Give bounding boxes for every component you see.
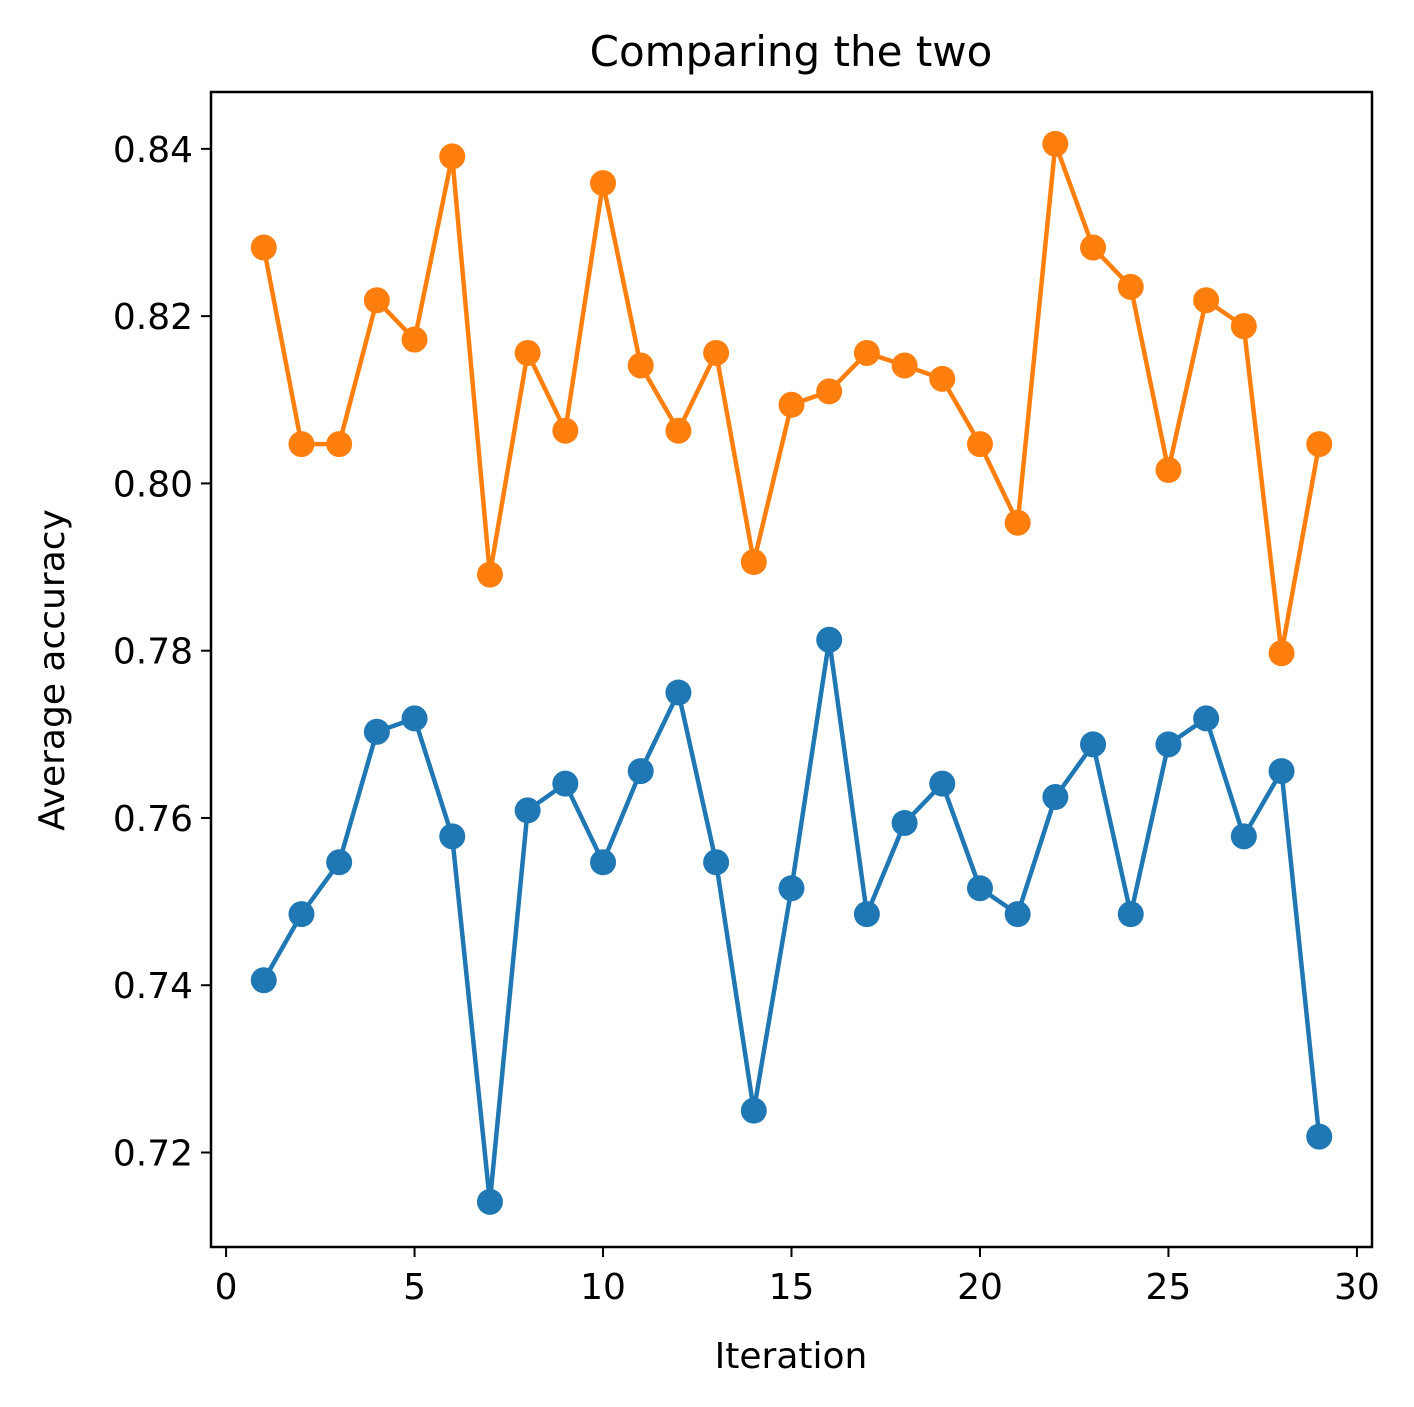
data-point	[1080, 234, 1107, 261]
data-point	[966, 875, 993, 902]
data-point	[853, 901, 880, 928]
data-point	[665, 417, 692, 444]
data-point	[1004, 509, 1031, 536]
y-tick-label: 0.72	[113, 1133, 193, 1174]
x-axis-label: Iteration	[715, 1336, 868, 1377]
x-tick-label: 25	[1146, 1267, 1192, 1308]
y-tick-label: 0.78	[113, 632, 193, 673]
data-point	[476, 1188, 503, 1215]
x-tick-label: 15	[769, 1267, 815, 1308]
data-point	[891, 352, 918, 379]
data-point	[1268, 640, 1295, 667]
y-tick-label: 0.76	[113, 799, 193, 840]
data-point	[514, 797, 541, 824]
data-point	[363, 287, 390, 314]
data-point	[552, 417, 579, 444]
data-point	[929, 365, 956, 392]
data-point	[1268, 758, 1295, 785]
data-point	[740, 1097, 767, 1124]
y-axis: 0.72 0.74 0.76 0.78 0.80 0.82 0.84	[113, 130, 211, 1174]
data-point	[816, 378, 843, 405]
data-point	[1155, 457, 1182, 484]
data-point	[401, 705, 428, 732]
data-point	[1117, 273, 1144, 300]
data-point	[476, 561, 503, 588]
data-point	[1230, 313, 1257, 340]
x-tick-label: 20	[957, 1267, 1003, 1308]
data-point	[250, 234, 277, 261]
data-point	[590, 170, 617, 197]
data-point	[1306, 1123, 1333, 1150]
data-point	[853, 339, 880, 366]
data-point	[891, 809, 918, 836]
data-point	[1193, 287, 1220, 314]
data-point	[929, 770, 956, 797]
chart-title: Comparing the two	[590, 27, 993, 76]
data-point	[590, 849, 617, 876]
series-layer	[250, 130, 1333, 1215]
data-point	[1306, 431, 1333, 458]
data-point	[288, 901, 315, 928]
data-point	[1004, 901, 1031, 928]
y-tick-label: 0.74	[113, 966, 193, 1007]
x-tick-label: 0	[215, 1267, 238, 1308]
x-tick-label: 5	[403, 1267, 426, 1308]
data-point	[250, 967, 277, 994]
data-point	[288, 431, 315, 458]
data-point	[627, 352, 654, 379]
data-point	[1117, 901, 1144, 928]
data-point	[665, 679, 692, 706]
data-point	[778, 391, 805, 418]
data-point	[1080, 731, 1107, 758]
y-axis-label: Average accuracy	[32, 509, 73, 831]
data-point	[1230, 823, 1257, 850]
data-point	[703, 339, 730, 366]
data-point	[1193, 705, 1220, 732]
data-point	[439, 823, 466, 850]
data-point	[401, 326, 428, 353]
data-point	[627, 758, 654, 785]
data-point	[1042, 130, 1069, 157]
x-axis: 0 5 10 15 20 25 30	[215, 1247, 1380, 1308]
series-1	[250, 626, 1333, 1215]
data-point	[552, 770, 579, 797]
x-tick-label: 30	[1334, 1267, 1380, 1308]
data-point	[778, 875, 805, 902]
data-point	[816, 626, 843, 653]
data-point	[326, 849, 353, 876]
data-point	[966, 431, 993, 458]
x-tick-label: 10	[580, 1267, 626, 1308]
data-point	[514, 339, 541, 366]
y-tick-label: 0.84	[113, 130, 193, 171]
data-point	[703, 849, 730, 876]
data-point	[740, 549, 767, 576]
data-point	[1155, 731, 1182, 758]
data-point	[1042, 784, 1069, 811]
data-point	[439, 143, 466, 170]
data-point	[326, 431, 353, 458]
y-tick-label: 0.80	[113, 464, 193, 505]
series-2	[250, 130, 1333, 667]
data-point	[363, 718, 390, 745]
y-tick-label: 0.82	[113, 297, 193, 338]
